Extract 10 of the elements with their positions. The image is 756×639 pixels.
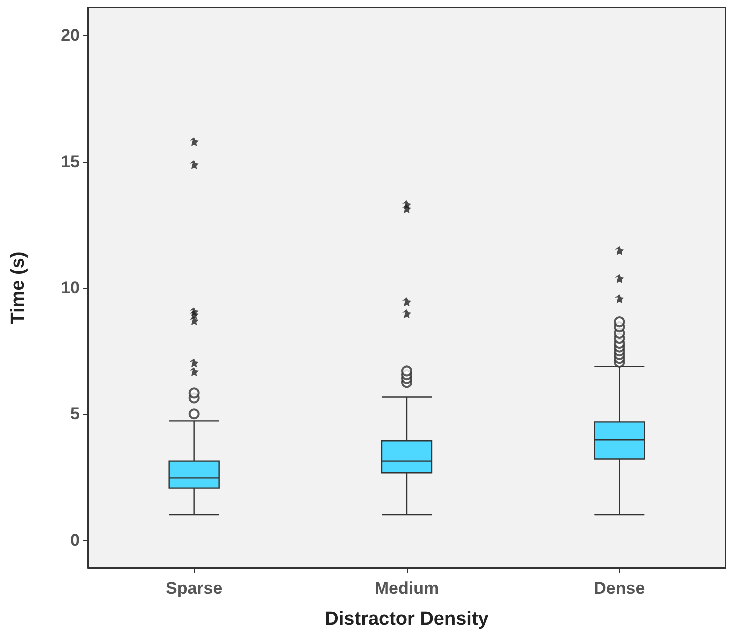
y-tick-label: 0 — [70, 530, 80, 550]
x-axis-title: Distractor Density — [325, 609, 490, 630]
y-tick-label: 5 — [70, 404, 80, 424]
y-tick-label: 15 — [61, 152, 80, 172]
x-tick-label: Medium — [374, 579, 440, 598]
x-tick-label: Sparse — [166, 579, 223, 598]
y-tick-label: 20 — [61, 26, 80, 46]
y-axis-title: Time (s) — [8, 252, 29, 324]
x-tick-label: Dense — [594, 579, 646, 598]
y-tick-label: 10 — [61, 278, 80, 298]
